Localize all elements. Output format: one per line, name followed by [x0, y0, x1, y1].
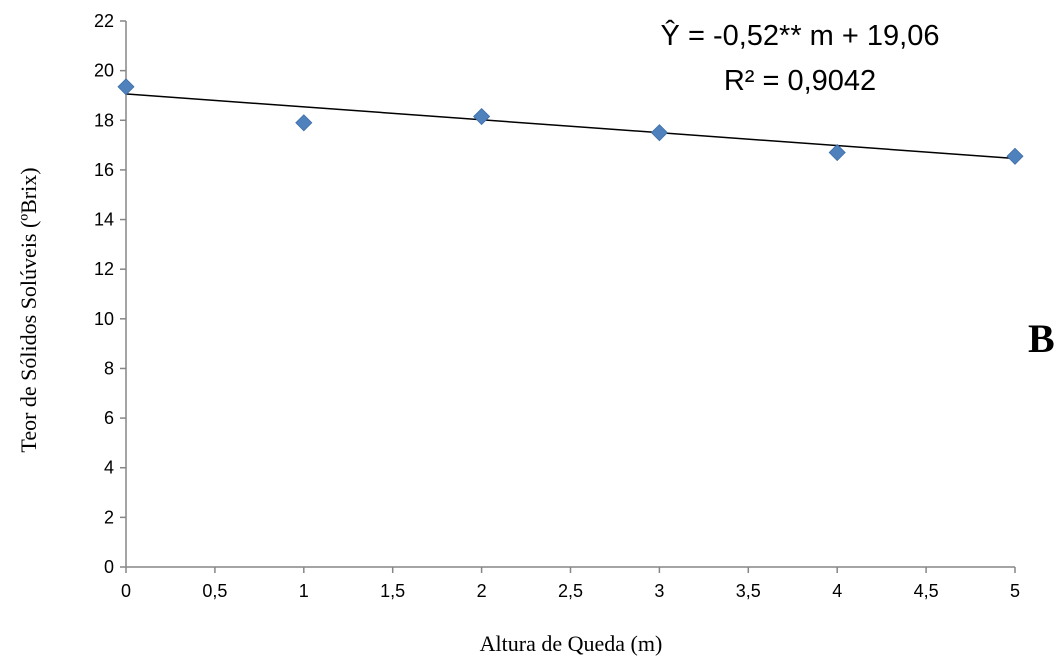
- y-axis-title: Teor de Sólidos Solúveis (ºBrix): [16, 167, 41, 452]
- x-tick-label: 5: [1010, 581, 1020, 601]
- y-tick-label: 4: [104, 458, 114, 478]
- data-point: [295, 114, 313, 132]
- y-tick-label: 18: [94, 110, 114, 130]
- y-tick-label: 16: [94, 160, 114, 180]
- r-squared-label: R² = 0,9042: [724, 65, 876, 97]
- x-tick-label: 2: [477, 581, 487, 601]
- x-axis-ticks: 0 0,5 1 1,5 2 2,5 3 3,5 4 4,5 5: [121, 567, 1020, 601]
- x-tick-label: 3: [654, 581, 664, 601]
- panel-letter: B: [1028, 316, 1055, 361]
- x-tick-label: 4,5: [914, 581, 939, 601]
- y-tick-label: 0: [104, 557, 114, 577]
- data-point: [1006, 147, 1024, 165]
- x-tick-label: 2,5: [558, 581, 583, 601]
- x-tick-label: 3,5: [736, 581, 761, 601]
- trendline: [125, 93, 1016, 160]
- y-tick-label: 12: [94, 259, 114, 279]
- x-tick-label: 0: [121, 581, 131, 601]
- data-point: [473, 107, 491, 126]
- x-tick-label: 1,5: [380, 581, 405, 601]
- y-tick-label: 10: [94, 309, 114, 329]
- y-tick-label: 22: [94, 11, 114, 31]
- data-point: [117, 78, 135, 96]
- x-tick-label: 4: [832, 581, 842, 601]
- data-point: [650, 124, 668, 142]
- x-axis-title: Altura de Queda (m): [480, 631, 663, 656]
- y-tick-label: 8: [104, 358, 114, 378]
- y-tick-label: 6: [104, 408, 114, 428]
- x-tick-label: 0,5: [202, 581, 227, 601]
- x-tick-label: 1: [299, 581, 309, 601]
- y-tick-label: 14: [94, 210, 114, 230]
- data-points: [117, 78, 1024, 165]
- y-axis-ticks: 0 2 4 6 8 10 12 14 16 18 20 22: [94, 11, 126, 577]
- y-tick-label: 20: [94, 61, 114, 81]
- trendline-group: [125, 93, 1016, 160]
- data-point: [828, 143, 846, 162]
- y-tick-label: 2: [104, 507, 114, 527]
- regression-equation: Ŷ = -0,52** m + 19,06: [661, 19, 940, 52]
